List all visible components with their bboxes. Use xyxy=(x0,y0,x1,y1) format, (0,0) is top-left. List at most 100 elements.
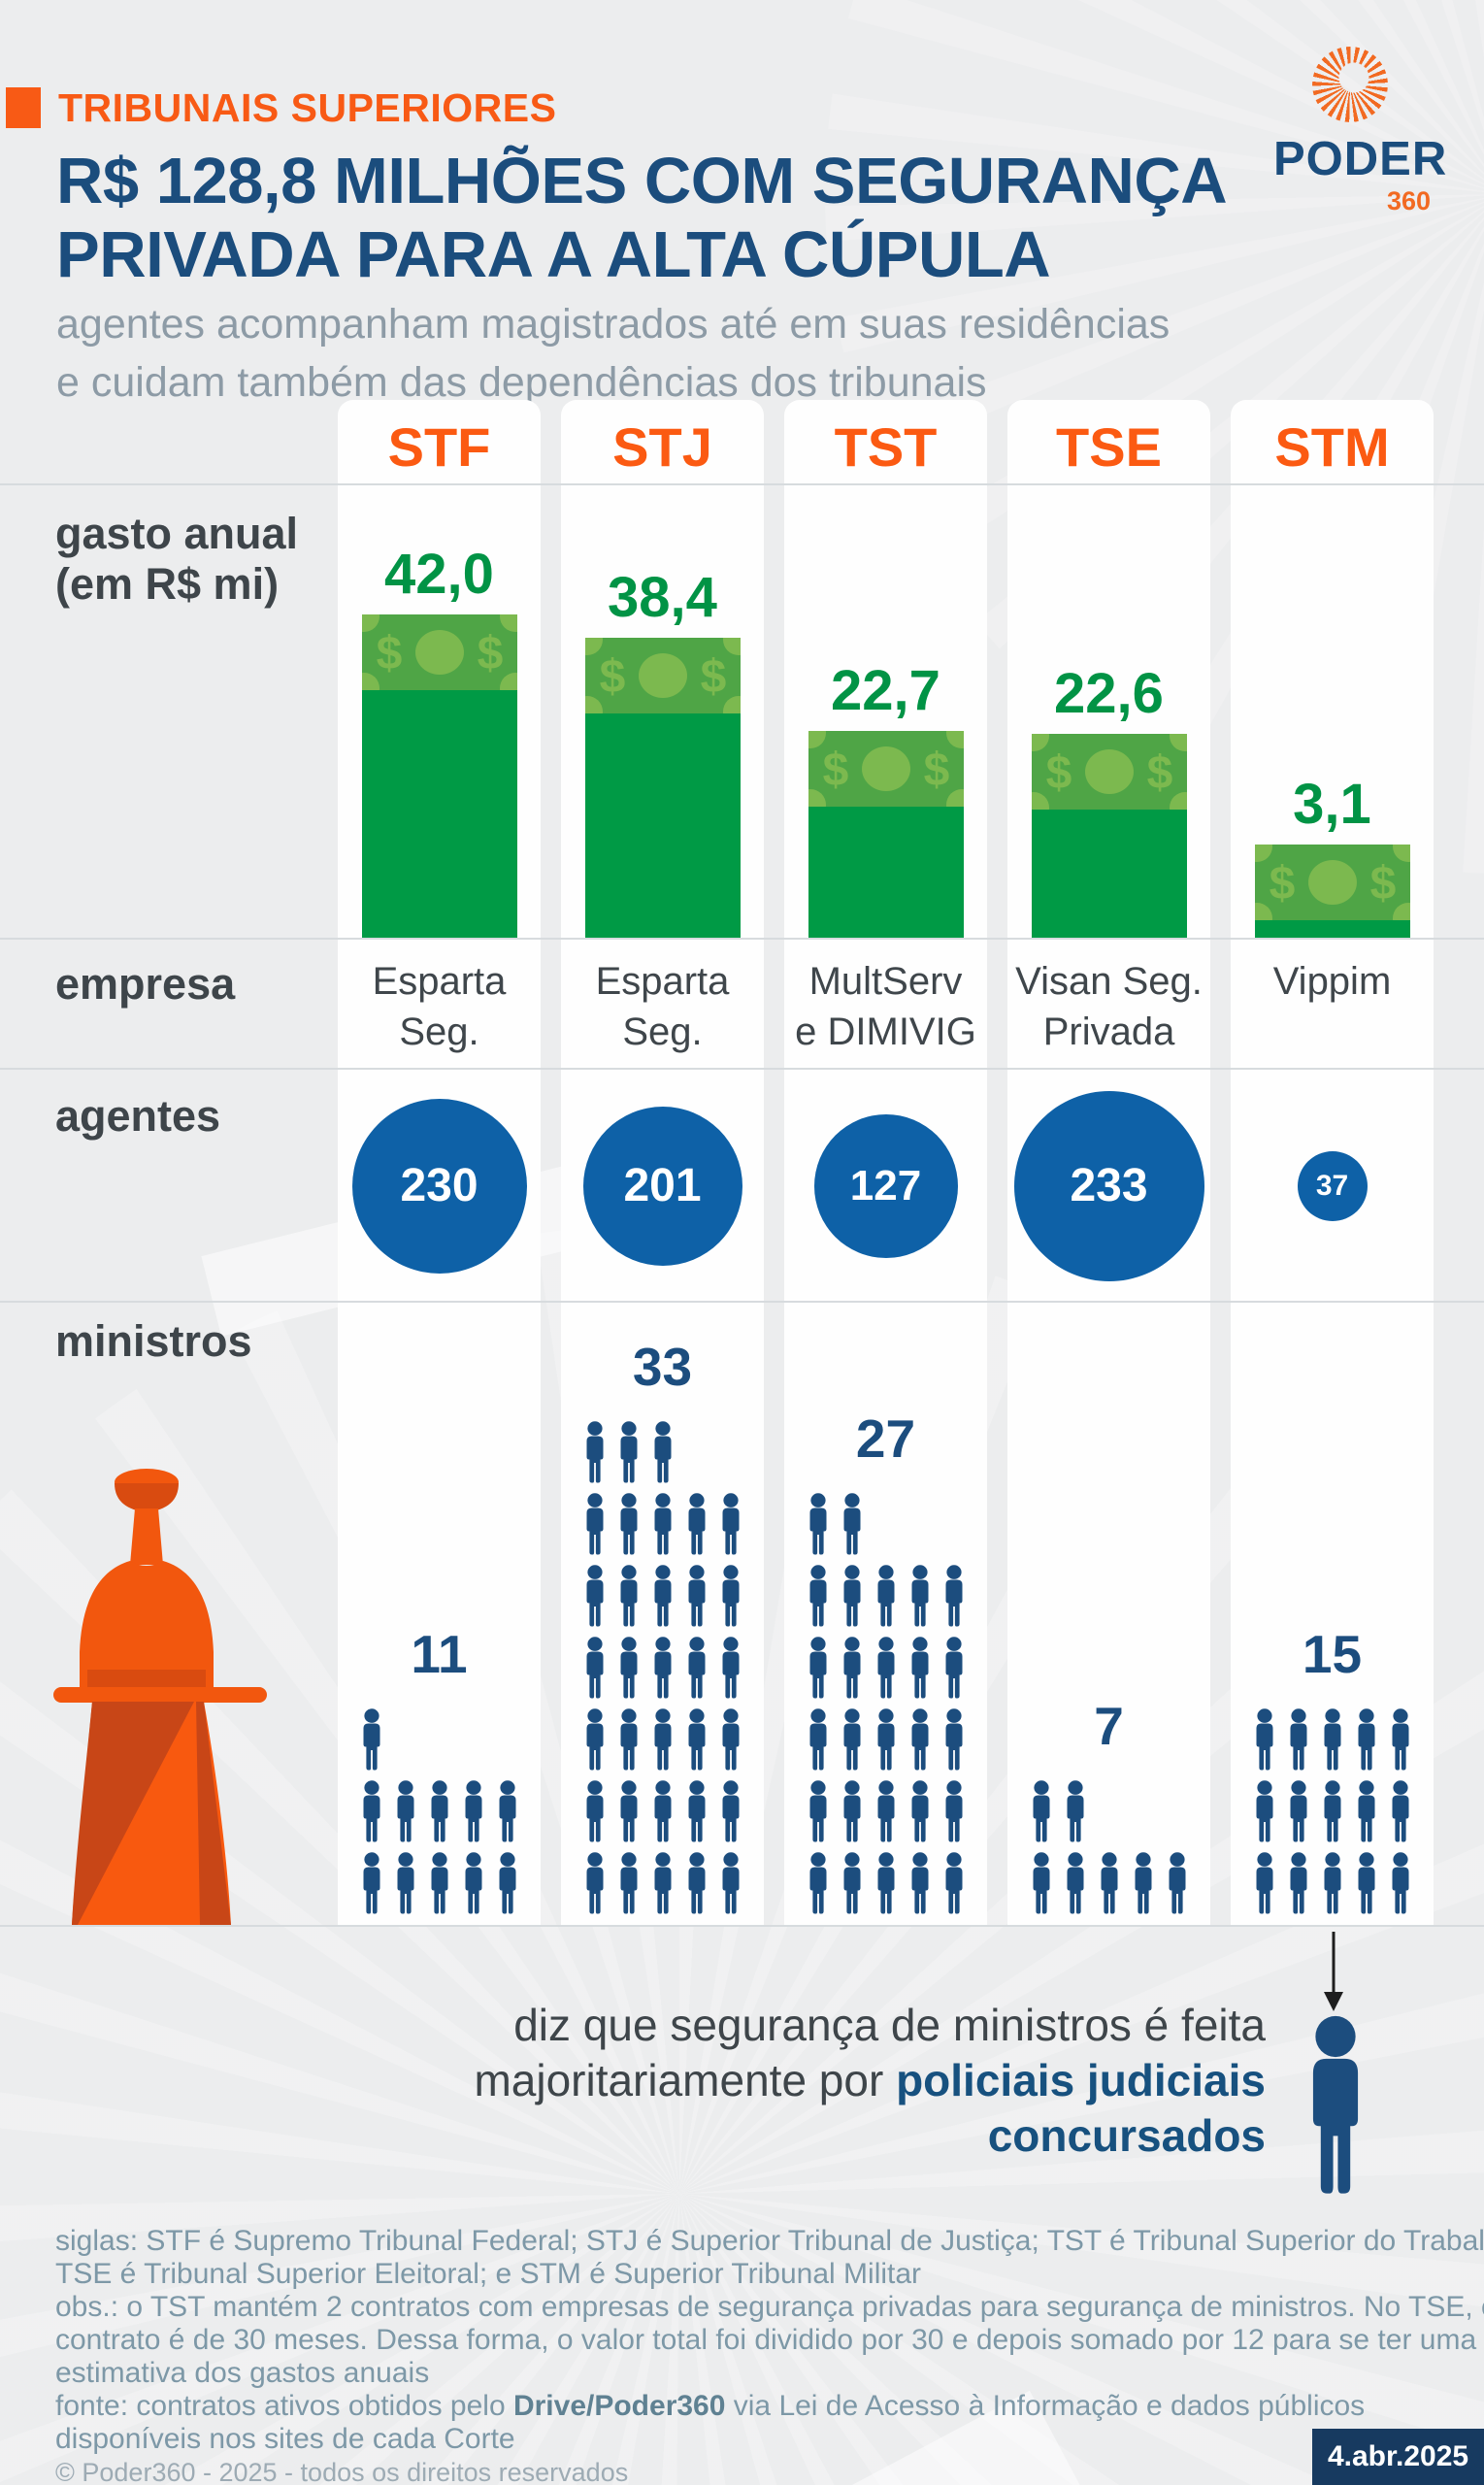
footnote-obs-line1: obs.: o TST mantém 2 contratos com empre… xyxy=(55,2291,1484,2323)
minister-person-icon xyxy=(907,1780,934,1843)
minister-person-icon xyxy=(615,1421,643,1484)
footnote-fonte-line1: fonte: contratos ativos obtidos pelo Dri… xyxy=(55,2390,1365,2423)
date-badge: 4.abr.2025 xyxy=(1312,2429,1484,2485)
gasto-bar-fill xyxy=(1031,810,1187,938)
minister-person-icon xyxy=(494,1852,521,1915)
minister-person-icon xyxy=(683,1493,710,1556)
fonte-suffix: via Lei de Acesso à Informação e dados p… xyxy=(725,2390,1366,2422)
row-label-empresa: empresa xyxy=(55,959,236,1009)
fonte-prefix: fonte: contratos ativos obtidos pelo xyxy=(55,2390,513,2422)
minister-person-icon xyxy=(1164,1852,1191,1915)
minister-person-icon xyxy=(839,1780,866,1843)
minister-person-icon xyxy=(805,1852,832,1915)
empresa-name-tse: Visan Seg. Privada xyxy=(1007,956,1210,1057)
footnote-obs-line3: estimativa dos gastos anuais xyxy=(55,2357,430,2389)
minister-person-icon xyxy=(1353,1708,1380,1772)
minister-person-icon xyxy=(683,1780,710,1843)
minister-person-icon xyxy=(1096,1852,1123,1915)
minister-person-icon xyxy=(839,1565,866,1628)
note-line2-bold: policiais judiciais xyxy=(896,2055,1266,2105)
minister-person-icon xyxy=(1251,1852,1278,1915)
empresa-line: MultServ xyxy=(808,960,963,1003)
minister-person-icon xyxy=(839,1708,866,1772)
minister-person-icon xyxy=(581,1421,609,1484)
minister-person-icon xyxy=(649,1708,676,1772)
banknote-icon xyxy=(1032,734,1187,810)
minister-person-icon xyxy=(392,1780,419,1843)
empresa-line: e DIMIVIG xyxy=(795,1011,976,1053)
row-label-ministros: ministros xyxy=(55,1316,252,1366)
subtitle-line2: e cuidam também das dependências dos tri… xyxy=(56,359,987,406)
minister-person-icon xyxy=(1028,1852,1055,1915)
subtitle-line1: agentes acompanham magistrados até em su… xyxy=(56,301,1171,348)
minister-person-icon xyxy=(581,1637,609,1700)
ministros-count-stj: 33 xyxy=(632,1337,693,1397)
minister-person-icon xyxy=(717,1637,744,1700)
minister-person-icon xyxy=(873,1565,900,1628)
minister-person-icon xyxy=(940,1852,968,1915)
minister-person-icon xyxy=(907,1852,934,1915)
minister-person-icon xyxy=(1387,1780,1414,1843)
empresa-line: Seg. xyxy=(399,1011,479,1053)
minister-person-icon xyxy=(940,1637,968,1700)
minister-person-icon xyxy=(940,1565,968,1628)
minister-person-icon xyxy=(581,1565,609,1628)
empresa-line: Privada xyxy=(1042,1011,1175,1053)
minister-person-icon xyxy=(581,1852,609,1915)
minister-person-icon xyxy=(581,1493,609,1556)
row-divider xyxy=(0,938,1484,940)
minister-person-icon xyxy=(649,1565,676,1628)
empresa-line: Esparta xyxy=(595,960,730,1003)
minister-person-icon xyxy=(581,1780,609,1843)
minister-person-icon xyxy=(494,1780,521,1843)
minister-person-icon xyxy=(683,1637,710,1700)
minister-person-icon xyxy=(805,1780,832,1843)
note-line1: diz que segurança de ministros é feita xyxy=(513,2000,1266,2050)
minister-person-icon xyxy=(1353,1852,1380,1915)
minister-person-icon xyxy=(1028,1780,1055,1843)
minister-person-icon xyxy=(683,1852,710,1915)
minister-person-icon xyxy=(683,1565,710,1628)
minister-person-icon xyxy=(615,1493,643,1556)
row-label-gasto-anual: gasto anual xyxy=(55,509,299,558)
row-divider xyxy=(0,1925,1484,1927)
kicker-accent-square xyxy=(6,87,41,128)
agentes-circle-stj: 201 xyxy=(582,1107,742,1266)
minister-person-icon xyxy=(649,1780,676,1843)
minister-person-icon xyxy=(1251,1780,1278,1843)
minister-person-icon xyxy=(460,1780,487,1843)
agentes-circle-tst: 127 xyxy=(813,1114,958,1258)
minister-person-icon xyxy=(1285,1780,1312,1843)
gasto-value-stj: 38,4 xyxy=(608,566,717,629)
minister-person-icon xyxy=(683,1708,710,1772)
minister-person-icon xyxy=(615,1565,643,1628)
empresa-name-stj: Esparta Seg. xyxy=(561,956,764,1057)
minister-person-icon xyxy=(426,1852,453,1915)
stm-note: diz que segurança de ministros é feita m… xyxy=(291,1998,1266,2164)
minister-person-icon xyxy=(1387,1708,1414,1772)
poder360-logo-suffix: 360 xyxy=(1386,186,1431,215)
column-header-stf: STF xyxy=(387,416,491,478)
minister-person-icon xyxy=(1299,2015,1372,2198)
minister-person-icon xyxy=(1251,1708,1278,1772)
minister-person-icon xyxy=(1062,1852,1089,1915)
minister-person-icon xyxy=(805,1637,832,1700)
minister-person-icon xyxy=(940,1708,968,1772)
minister-person-icon xyxy=(873,1708,900,1772)
gasto-bar-tse xyxy=(1031,734,1187,938)
minister-person-icon xyxy=(805,1565,832,1628)
minister-person-icon xyxy=(873,1852,900,1915)
gasto-bar-fill xyxy=(1254,920,1410,938)
minister-person-icon xyxy=(907,1565,934,1628)
minister-person-icon xyxy=(426,1780,453,1843)
banknote-icon xyxy=(585,638,741,713)
minister-person-icon xyxy=(717,1493,744,1556)
ministros-count-stf: 11 xyxy=(411,1624,468,1684)
minister-person-icon xyxy=(615,1852,643,1915)
minister-person-icon xyxy=(1130,1852,1157,1915)
column-header-stj: STJ xyxy=(612,416,712,478)
minister-person-icon xyxy=(717,1780,744,1843)
minister-person-icon xyxy=(717,1708,744,1772)
minister-person-icon xyxy=(1319,1780,1346,1843)
minister-person-icon xyxy=(1285,1708,1312,1772)
